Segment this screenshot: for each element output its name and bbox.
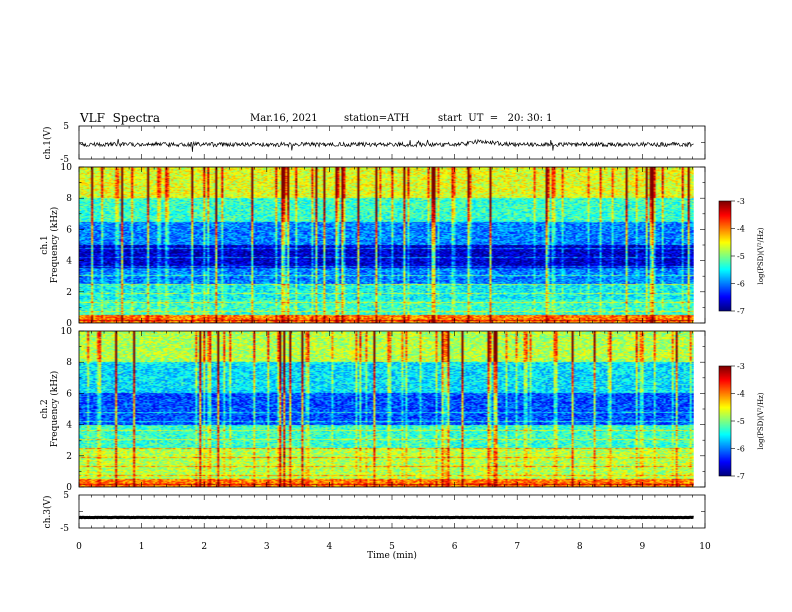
x-tick-label: 2	[201, 542, 207, 552]
y-axis-label: ch.3(V)	[42, 496, 53, 529]
x-axis-label: Time (min)	[367, 550, 417, 561]
y-axis-label: ch.2Frequency (kHz)	[40, 371, 60, 448]
header-station: station=ATH	[344, 113, 410, 124]
colorbar-2-image	[719, 366, 731, 476]
y-tick-label: 5	[63, 122, 69, 132]
y-tick-label: -5	[60, 155, 69, 165]
colorbar-tick-label: -3	[737, 197, 745, 206]
y-tick-label: 8	[66, 194, 72, 204]
y-tick-label: 2	[66, 288, 72, 298]
y-tick-label: 2	[66, 452, 72, 462]
y-tick-label: 10	[61, 163, 73, 173]
x-tick-label: 0	[76, 542, 82, 552]
colorbar-tick-label: -4	[737, 225, 745, 234]
y-tick-label: 5	[63, 491, 69, 501]
x-tick-label: 7	[514, 542, 520, 552]
y-tick-label: 6	[66, 389, 72, 399]
y-tick-label: 6	[66, 225, 72, 235]
ch1-spectrogram-image	[79, 167, 694, 323]
x-tick-label: 6	[452, 542, 458, 552]
colorbar-tick-label: -5	[737, 417, 745, 426]
figure-title: VLF Spectra	[80, 111, 161, 125]
ch1-waveform-line	[78, 138, 694, 152]
x-tick-label: 8	[577, 542, 583, 552]
ch2-spectrogram-image	[79, 331, 694, 487]
x-tick-label: 5	[389, 542, 395, 552]
x-tick-label: 10	[699, 542, 711, 552]
colorbar-tick-label: -3	[737, 362, 745, 371]
header-start-ut: start UT = 20: 30: 1	[438, 113, 553, 124]
colorbar-label: log(PSD)(V²/Hz)	[757, 227, 765, 284]
y-tick-label: 0	[66, 483, 72, 493]
colorbar-tick-label: -5	[737, 252, 745, 261]
colorbar-tick-label: -6	[737, 280, 745, 289]
colorbar-1-image	[719, 201, 731, 311]
y-tick-label: 4	[66, 421, 72, 431]
colorbar-tick-label: -6	[737, 445, 745, 454]
x-tick-label: 4	[327, 542, 333, 552]
y-tick-label: -5	[60, 524, 69, 534]
y-axis-label: ch.1Frequency (kHz)	[40, 207, 60, 284]
colorbar-label: log(PSD)(V²/Hz)	[757, 392, 765, 449]
x-tick-label: 3	[264, 542, 270, 552]
colorbar-tick-label: -7	[737, 307, 745, 316]
y-tick-label: 0	[66, 319, 72, 329]
y-tick-label: 4	[66, 257, 72, 267]
x-tick-label: 9	[640, 542, 646, 552]
header-date: Mar.16, 2021	[250, 113, 318, 124]
y-axis-label: ch.1(V)	[42, 127, 53, 160]
colorbar-tick-label: -7	[737, 472, 745, 481]
y-tick-label: 8	[66, 358, 72, 368]
colorbar-tick-label: -4	[737, 390, 745, 399]
x-tick-label: 1	[139, 542, 145, 552]
y-tick-label: 10	[61, 327, 73, 337]
